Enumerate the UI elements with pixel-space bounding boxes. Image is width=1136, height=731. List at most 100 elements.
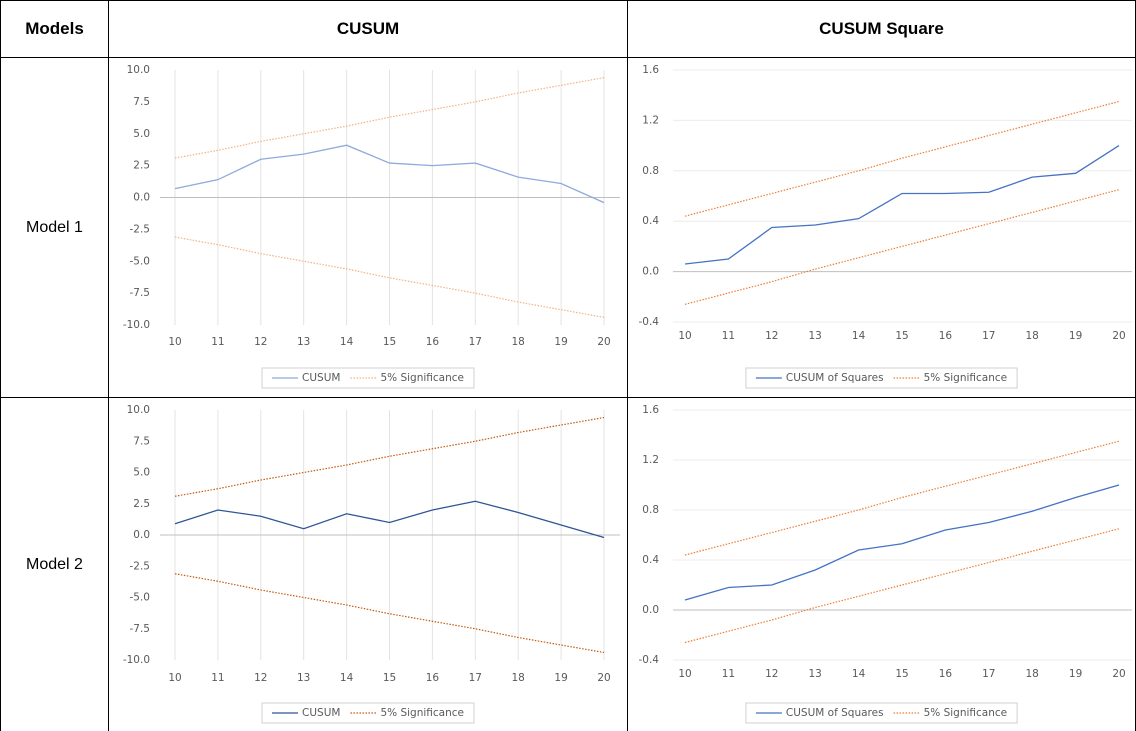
x-tick-label: 11 xyxy=(722,668,735,680)
x-tick-label: 17 xyxy=(982,668,995,680)
y-tick-label: 1.6 xyxy=(642,404,659,416)
y-tick-label: 1.6 xyxy=(642,64,659,76)
x-tick-label: 11 xyxy=(722,330,735,342)
x-tick-label: 15 xyxy=(895,668,908,680)
x-tick-label: 12 xyxy=(254,672,267,684)
legend-label: 5% Significance xyxy=(380,707,464,719)
y-tick-label: 0.0 xyxy=(642,604,659,616)
header-cell: CUSUM Square xyxy=(819,19,944,38)
chart: 10 11 12 13 14 15 16 17 18 19 20 10.0 7.5 5.0 2.5 0.0 -2… xyxy=(123,64,620,389)
legend-box xyxy=(261,367,475,389)
border xyxy=(0,57,1136,58)
x-tick-label: 16 xyxy=(939,668,953,680)
y-tick-label: -7.5 xyxy=(130,623,151,635)
x-tick-label: 17 xyxy=(469,672,482,684)
x-tick-label: 15 xyxy=(383,336,396,348)
y-tick-label: 0.0 xyxy=(133,192,150,204)
data-line xyxy=(684,145,1120,265)
y-tick-label: -0.4 xyxy=(639,316,660,328)
x-tick-label: 10 xyxy=(168,672,181,684)
y-tick-label: 2.5 xyxy=(133,160,150,172)
y-tick-label: -10.0 xyxy=(123,654,150,666)
legend: CUSUM 5% Significance xyxy=(261,367,475,389)
x-tick-label: 19 xyxy=(554,336,567,348)
border xyxy=(0,397,1136,398)
header-cell: Models xyxy=(25,19,84,38)
x-tick-label: 16 xyxy=(426,336,440,348)
y-tick-label: 0.4 xyxy=(642,215,659,227)
y-tick-label: -5.0 xyxy=(130,255,151,267)
legend-box xyxy=(745,702,1018,724)
x-tick-label: 16 xyxy=(939,330,953,342)
data-line xyxy=(684,440,1120,556)
y-tick-label: -7.5 xyxy=(130,287,151,299)
y-tick-label: 10.0 xyxy=(127,404,150,416)
y-tick-label: 5.0 xyxy=(133,467,150,479)
y-tick-label: 7.5 xyxy=(133,96,150,108)
legend-label: 5% Significance xyxy=(380,372,464,384)
header-cell: CUSUM xyxy=(336,19,400,38)
legend: CUSUM of Squares 5% Significance xyxy=(745,702,1018,724)
x-tick-label: 14 xyxy=(852,330,866,342)
x-tick-label: 19 xyxy=(554,672,567,684)
y-tick-label: -0.4 xyxy=(639,654,660,666)
x-tick-label: 12 xyxy=(765,668,778,680)
x-tick-label: 13 xyxy=(297,336,310,348)
y-tick-label: -5.0 xyxy=(130,592,151,604)
border xyxy=(0,0,1136,1)
data-line xyxy=(684,484,1120,601)
y-tick-label: 1.2 xyxy=(642,454,659,466)
chart: 10 11 12 13 14 15 16 17 18 19 20 1.6 1.2 0.8 0.4 0.0 -0.… xyxy=(639,404,1132,724)
legend-label: 5% Significance xyxy=(924,707,1008,719)
data-line xyxy=(174,77,605,159)
y-tick-label: 10.0 xyxy=(127,64,150,76)
border xyxy=(0,0,1,731)
x-tick-label: 16 xyxy=(426,672,440,684)
data-line xyxy=(684,100,1120,217)
legend-box xyxy=(745,367,1018,389)
y-tick-label: 0.0 xyxy=(642,266,659,278)
x-tick-label: 20 xyxy=(597,336,610,348)
row-label: Model 1 xyxy=(26,218,83,236)
data-line xyxy=(174,500,605,539)
y-tick-label: 5.0 xyxy=(133,128,150,140)
x-tick-label: 10 xyxy=(678,330,691,342)
legend-label: CUSUM xyxy=(302,707,340,719)
x-tick-label: 19 xyxy=(1069,330,1082,342)
x-tick-label: 14 xyxy=(340,336,354,348)
y-tick-label: 0.8 xyxy=(642,165,659,177)
x-tick-label: 12 xyxy=(254,336,267,348)
x-tick-label: 15 xyxy=(895,330,908,342)
y-tick-label: 1.2 xyxy=(642,114,659,126)
x-tick-label: 17 xyxy=(469,336,482,348)
x-tick-label: 12 xyxy=(765,330,778,342)
x-tick-label: 13 xyxy=(809,330,822,342)
y-tick-label: 0.4 xyxy=(642,554,659,566)
legend-label: CUSUM xyxy=(302,372,340,384)
x-tick-label: 18 xyxy=(1026,668,1039,680)
row-label: Model 2 xyxy=(26,555,83,573)
x-tick-label: 11 xyxy=(211,672,224,684)
x-tick-label: 10 xyxy=(168,336,181,348)
x-tick-label: 20 xyxy=(1112,330,1125,342)
chart: 10 11 12 13 14 15 16 17 18 19 20 10.0 7.5 5.0 2.5 0.0 -2… xyxy=(123,404,620,724)
data-line xyxy=(174,416,605,497)
legend-box xyxy=(261,702,475,724)
x-tick-label: 14 xyxy=(852,668,866,680)
x-tick-label: 20 xyxy=(1112,668,1125,680)
chart: 10 11 12 13 14 15 16 17 18 19 20 1.6 1.2 0.8 0.4 0.0 -0.… xyxy=(639,64,1132,389)
y-tick-label: -2.5 xyxy=(130,223,151,235)
x-tick-label: 18 xyxy=(1026,330,1039,342)
x-tick-label: 14 xyxy=(340,672,354,684)
x-tick-label: 10 xyxy=(678,668,691,680)
legend-label: CUSUM of Squares xyxy=(786,707,884,719)
y-tick-label: 0.0 xyxy=(133,529,150,541)
legend: CUSUM 5% Significance xyxy=(261,702,475,724)
x-tick-label: 18 xyxy=(512,672,525,684)
y-tick-label: 7.5 xyxy=(133,435,150,447)
x-tick-label: 13 xyxy=(809,668,822,680)
y-tick-label: -10.0 xyxy=(123,319,150,331)
x-tick-label: 13 xyxy=(297,672,310,684)
data-line xyxy=(174,573,605,654)
